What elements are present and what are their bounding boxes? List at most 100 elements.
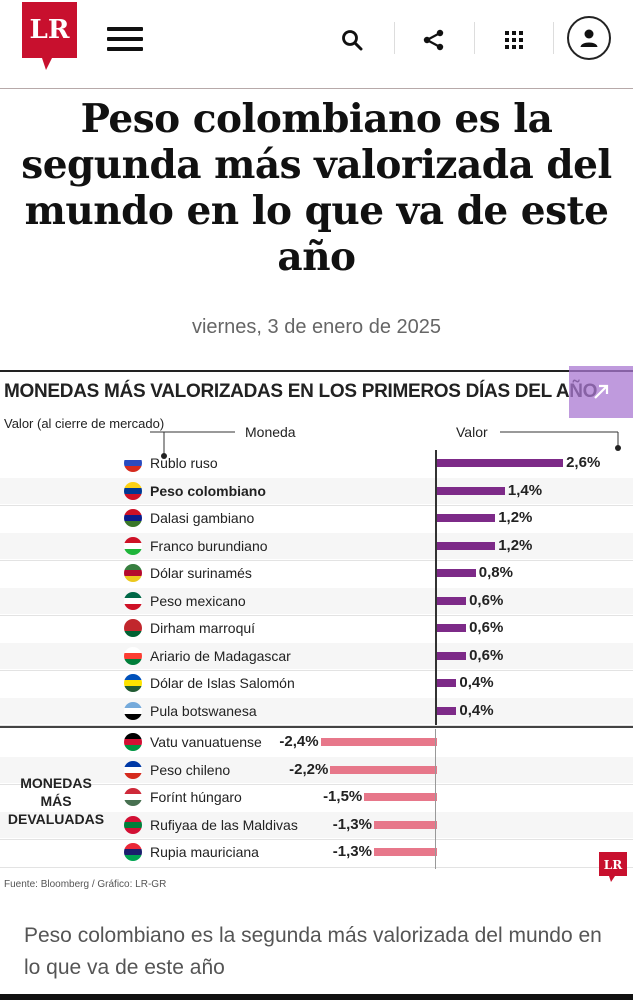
bar-negative	[330, 765, 437, 774]
currency-label: Rublo ruso	[150, 455, 218, 471]
bar-positive	[437, 514, 496, 522]
column-header-value: Valor	[456, 424, 488, 440]
bar-value-label: -2,2%	[289, 760, 329, 778]
bar-negative	[373, 848, 437, 856]
flag-icon	[124, 646, 142, 665]
currency-label: Peso chileno	[150, 761, 231, 778]
bar-value-label: 0,6%	[469, 619, 504, 636]
bottom-bar	[0, 994, 633, 1000]
zero-axis	[435, 450, 437, 725]
currency-label: Dólar de Islas Salomón	[150, 675, 295, 691]
chart-subtitle: Valor (al cierre de mercado)	[4, 416, 165, 431]
currency-label: Rufiyaa de las Maldivas	[150, 816, 298, 833]
bar-positive	[437, 596, 467, 605]
top-header: LR	[0, 0, 633, 89]
share-icon[interactable]	[414, 20, 454, 60]
user-icon[interactable]	[567, 16, 611, 60]
currency-label: Peso mexicano	[150, 592, 246, 609]
bar-positive	[437, 624, 467, 632]
row-background	[0, 697, 633, 724]
currency-label: Dirham marroquí	[150, 620, 256, 636]
header-separator	[474, 22, 475, 54]
column-header-currency: Moneda	[245, 424, 296, 440]
row-background	[0, 587, 633, 614]
flag-icon	[124, 733, 142, 751]
chart-title: MONEDAS MÁS VALORIZADAS EN LOS PRIMEROS …	[4, 381, 598, 402]
row-divider	[0, 670, 633, 671]
flag-icon	[124, 674, 142, 692]
row-divider	[0, 725, 633, 726]
zero-axis	[435, 729, 436, 869]
bar-negative	[373, 820, 437, 829]
currency-label: Pula botswanesa	[150, 702, 257, 719]
row-divider	[0, 615, 633, 616]
bar-negative	[320, 738, 437, 746]
bar-positive	[437, 651, 467, 660]
flag-icon	[124, 454, 142, 472]
flag-icon	[124, 701, 142, 720]
row-background	[0, 477, 633, 504]
flag-icon	[124, 481, 142, 500]
currency-label: Vatu vanuatuense	[150, 734, 262, 750]
bar-value-label: -1,3%	[332, 815, 372, 833]
bar-value-label: 0,8%	[478, 564, 513, 581]
bar-positive	[437, 569, 476, 577]
row-background	[0, 642, 633, 669]
chart-source: Fuente: Bloomberg / Gráfico: LR-GR	[4, 879, 167, 890]
bar-value-label: 0,6%	[469, 591, 504, 609]
currency-label: Dólar surinamés	[150, 565, 252, 581]
currency-chart[interactable]: MONEDAS MÁS VALORIZADAS EN LOS PRIMEROS …	[0, 364, 633, 894]
header-separator	[394, 22, 395, 54]
menu-icon[interactable]	[107, 27, 143, 53]
flag-icon	[124, 509, 142, 527]
row-divider	[0, 784, 633, 785]
bar-value-label: -1,3%	[332, 843, 372, 860]
chart-logo-text: LR	[604, 858, 623, 872]
bar-positive	[437, 486, 505, 495]
bar-positive	[437, 459, 564, 467]
article-title: Peso colombiano es la segunda más valori…	[21, 96, 612, 280]
article-date: viernes, 3 de enero de 2025	[191, 316, 442, 338]
currency-label: Rupia mauriciana	[150, 844, 259, 860]
currency-label: Dalasi gambiano	[150, 510, 255, 526]
row-divider	[0, 839, 633, 840]
flag-icon	[124, 564, 142, 582]
bar-positive	[437, 706, 457, 715]
bar-value-label: 2,6%	[566, 454, 601, 471]
header-separator	[553, 22, 554, 54]
flag-icon	[124, 843, 142, 861]
logo-text: LR	[30, 15, 70, 45]
row-background	[0, 811, 633, 838]
flag-icon	[124, 591, 142, 610]
bar-value-label: 1,2%	[498, 536, 533, 554]
devalued-divider	[0, 726, 633, 728]
row-divider	[0, 866, 633, 868]
currency-label: Franco burundiano	[150, 537, 268, 554]
bar-positive	[437, 541, 496, 550]
subtitle-connector	[150, 431, 235, 459]
value-connector	[500, 431, 621, 451]
flag-icon	[124, 760, 142, 779]
row-divider	[0, 560, 633, 561]
search-icon[interactable]	[332, 20, 372, 60]
bar-value-label: -2,4%	[279, 733, 319, 750]
currency-label: Ariario de Madagascar	[150, 647, 291, 664]
grid-icon[interactable]	[494, 20, 534, 60]
bar-value-label: 1,2%	[498, 509, 533, 526]
image-caption: Peso colombiano es la segunda más valori…	[24, 924, 602, 979]
row-background	[0, 756, 633, 783]
devalued-label: MONEDAS MÁS DEVALUADAS	[7, 775, 105, 827]
chart-top-rule	[0, 370, 633, 372]
flag-icon	[124, 815, 142, 834]
bar-positive	[437, 679, 457, 687]
flag-icon	[124, 619, 142, 637]
bar-value-label: 0,4%	[459, 701, 494, 719]
expand-icon[interactable]	[569, 366, 633, 418]
row-divider	[0, 505, 633, 506]
lr-logo[interactable]: LR	[22, 2, 77, 70]
bar-value-label: 0,6%	[469, 646, 504, 664]
row-background	[0, 532, 633, 559]
bar-value-label: -1,5%	[323, 788, 363, 805]
currency-label: Forínt húngaro	[150, 789, 242, 805]
flag-icon	[124, 788, 142, 806]
